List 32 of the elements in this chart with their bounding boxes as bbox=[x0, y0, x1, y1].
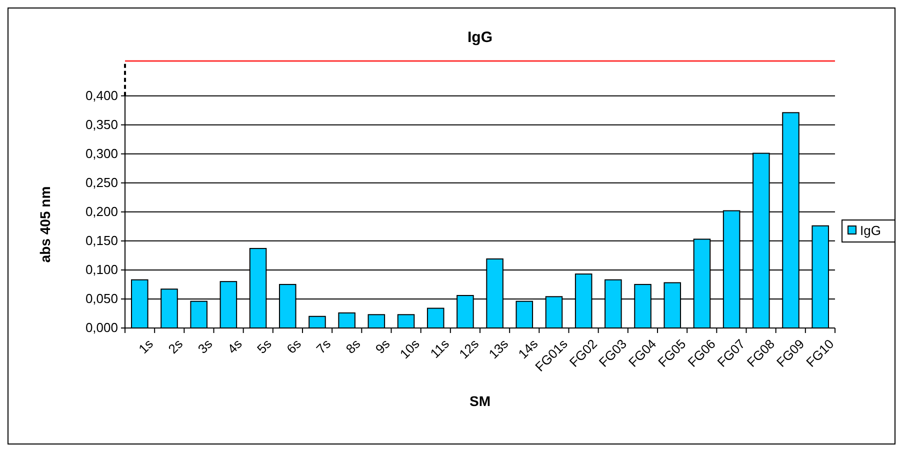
bar bbox=[368, 314, 386, 328]
x-tick-label: 13s bbox=[486, 336, 512, 362]
bar bbox=[397, 314, 415, 328]
y-tick-label: 0,050 bbox=[85, 291, 118, 306]
bar bbox=[426, 308, 444, 328]
x-tick-label: 3s bbox=[194, 336, 216, 357]
x-tick-label: 8s bbox=[342, 336, 364, 357]
x-tick-label: 2s bbox=[165, 336, 186, 357]
bar bbox=[338, 312, 356, 328]
x-tick-label: 11s bbox=[427, 336, 452, 361]
y-tick-label: 0,100 bbox=[85, 262, 118, 278]
x-tick-label: 7s bbox=[313, 336, 334, 357]
legend-label: IgG bbox=[860, 223, 881, 238]
y-tick-label: 0,400 bbox=[85, 88, 118, 103]
x-tick-label: 10s bbox=[396, 336, 423, 362]
x-tick-label: 14s bbox=[515, 336, 542, 362]
bar bbox=[308, 316, 326, 328]
y-tick-label: 0,350 bbox=[85, 117, 118, 132]
y-axis-title: abs 405 nm bbox=[37, 186, 53, 263]
x-axis-title: SM bbox=[470, 393, 490, 409]
x-tick-label: 12s bbox=[456, 336, 482, 362]
x-tick-label: 6s bbox=[284, 336, 304, 357]
y-tick-label: 0,200 bbox=[85, 204, 118, 220]
x-tick-label: 9s bbox=[372, 336, 394, 357]
y-tick-label: 0,150 bbox=[85, 233, 118, 248]
y-tick-label: 0,300 bbox=[85, 146, 118, 162]
x-tick-label: 1s bbox=[136, 336, 156, 357]
y-tick-label: 0,000 bbox=[85, 320, 118, 336]
x-tick-label: 5s bbox=[254, 336, 275, 357]
y-tick-label: 0,250 bbox=[85, 175, 118, 190]
x-tick-label: 4s bbox=[224, 336, 246, 357]
chart-title: IgG bbox=[468, 29, 492, 46]
